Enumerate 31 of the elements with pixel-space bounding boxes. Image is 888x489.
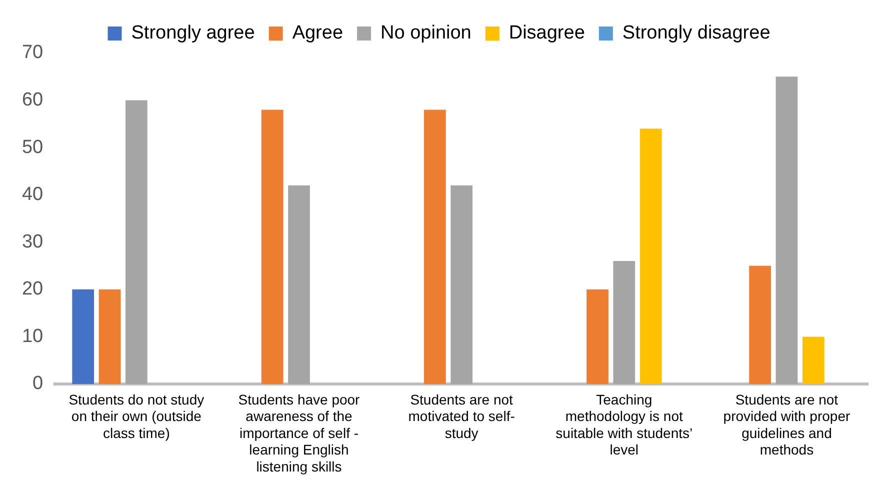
x-tick-label: Students have poor awareness of the importance of self - learning English listening skills	[238, 391, 360, 474]
x-tick-label: Students do not study on their own (outside class time)	[68, 391, 204, 441]
x-tick-label: Students are not provided with proper guidelines and methods	[723, 391, 850, 458]
y-tick-label: 10	[22, 326, 44, 347]
bar	[776, 76, 798, 384]
y-tick-label: 60	[22, 90, 44, 111]
bar	[802, 336, 824, 384]
x-tick-label: Teaching methodology is not suitable with students’ level	[556, 391, 693, 458]
bar	[450, 185, 472, 384]
bar	[98, 289, 121, 384]
y-tick-label: 40	[22, 184, 44, 206]
y-tick-label: 0	[32, 373, 44, 394]
y-tick-label: 50	[22, 136, 44, 158]
bar	[125, 100, 148, 384]
legend-label: Strongly agree	[131, 22, 255, 44]
y-tick-label: 70	[22, 42, 44, 64]
legend-label: Disagree	[508, 22, 585, 44]
bar	[72, 289, 94, 384]
bar	[288, 185, 310, 384]
y-tick-label: 20	[22, 278, 44, 300]
legend-label: Agree	[292, 22, 344, 44]
legend-label: No opinion	[380, 22, 472, 44]
bar	[749, 266, 771, 384]
legend-label: Strongly disagree	[622, 22, 770, 44]
bar	[424, 110, 446, 384]
bar	[640, 128, 662, 384]
x-tick-label: Students are not motivated to self-study	[408, 391, 516, 441]
bar	[261, 110, 284, 384]
bar	[613, 261, 636, 384]
bar	[586, 289, 608, 384]
y-tick-label: 30	[22, 231, 44, 252]
